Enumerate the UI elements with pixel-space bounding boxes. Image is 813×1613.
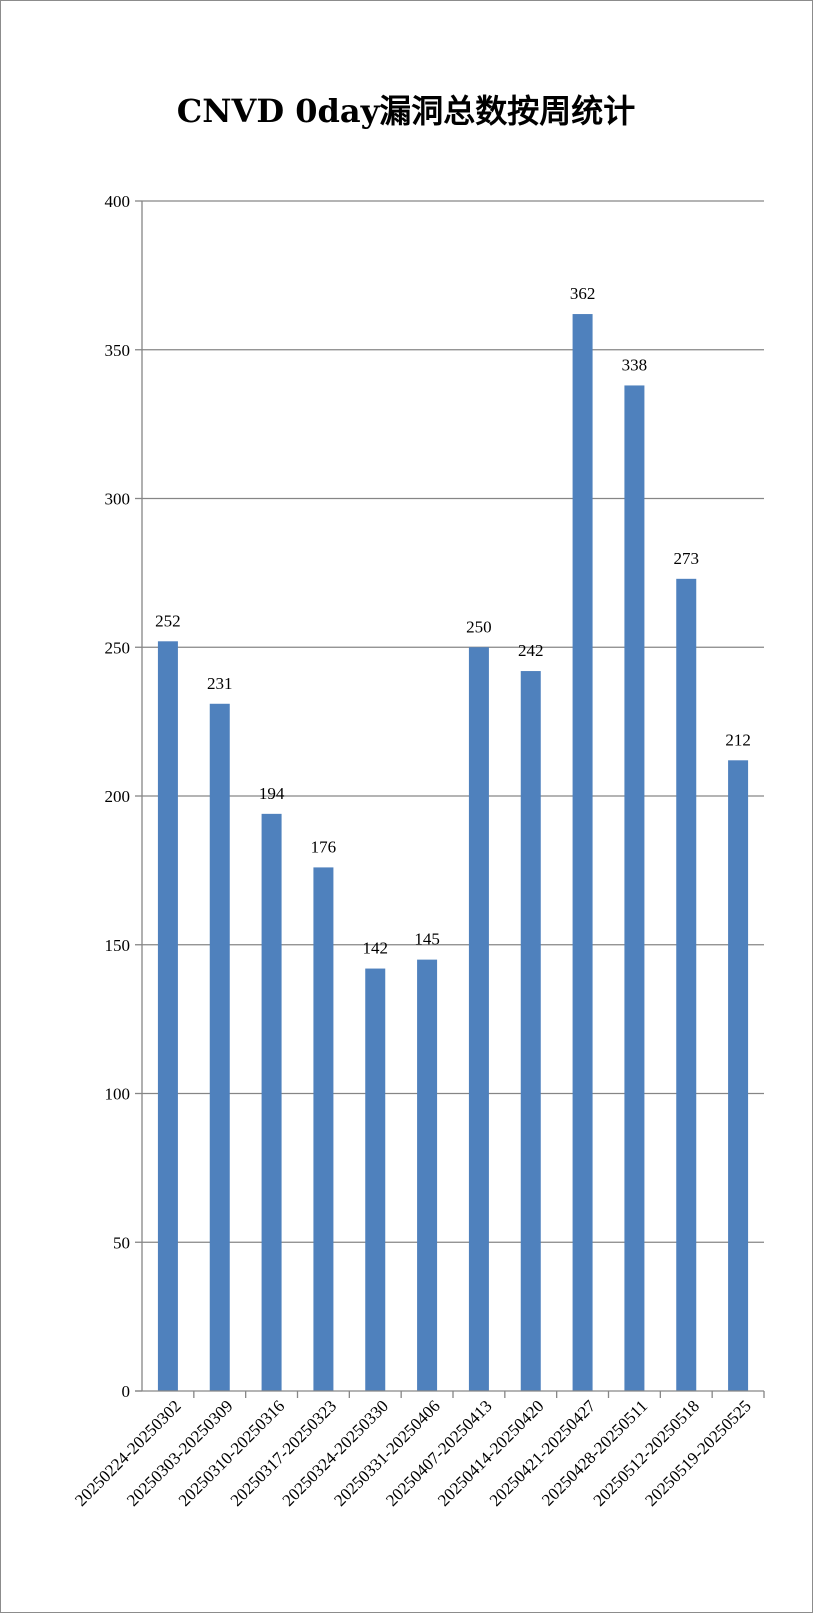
data-label: 362 [570, 284, 596, 303]
data-label: 252 [155, 611, 181, 630]
y-tick-label: 200 [105, 787, 131, 806]
bar-20250428-20250511 [624, 385, 645, 1391]
bar-20250317-20250323 [313, 867, 334, 1391]
y-tick-label: 350 [105, 341, 131, 360]
y-axis-tick-labels: 0 50 100 150 200 250 300 350 400 [105, 192, 131, 1401]
data-label: 250 [466, 617, 492, 636]
y-tick-label: 250 [105, 638, 131, 657]
bar-20250519-20250525 [728, 760, 749, 1391]
data-label: 194 [259, 784, 285, 803]
bar-20250224-20250302 [157, 641, 178, 1391]
data-label: 142 [363, 939, 389, 958]
bar-20250414-20250420 [520, 671, 541, 1391]
data-label: 242 [518, 641, 544, 660]
y-tick-label: 50 [113, 1233, 130, 1252]
y-tick-label: 150 [105, 936, 131, 955]
y-tick-label: 300 [105, 490, 131, 509]
chart-title: CNVD 0day漏洞总数按周统计 [177, 92, 635, 130]
axes [135, 200, 765, 1398]
y-tick-label: 0 [122, 1382, 131, 1401]
bar-20250324-20250330 [365, 968, 386, 1391]
y-tick-label: 100 [105, 1085, 131, 1104]
data-label: 176 [311, 837, 337, 856]
bar-20250407-20250413 [468, 647, 489, 1391]
gridlines [142, 200, 764, 1243]
data-label: 212 [725, 730, 751, 749]
bar-20250303-20250309 [209, 703, 230, 1391]
y-tick-label: 400 [105, 192, 131, 211]
data-label: 145 [414, 930, 440, 949]
bar-20250310-20250316 [261, 813, 282, 1391]
x-axis-tick-labels: 20250224-2025030220250303-20250309202503… [71, 1396, 755, 1510]
bar-20250421-20250427 [572, 314, 593, 1391]
data-label: 338 [622, 355, 648, 374]
bars [157, 314, 749, 1391]
data-labels: 252 231 194 176 142 145 250 242 362 338 273 212 [155, 284, 751, 958]
data-label: 231 [207, 674, 233, 693]
bar-20250331-20250406 [417, 959, 438, 1391]
bar-20250512-20250518 [676, 578, 697, 1391]
data-label: 273 [674, 549, 700, 568]
